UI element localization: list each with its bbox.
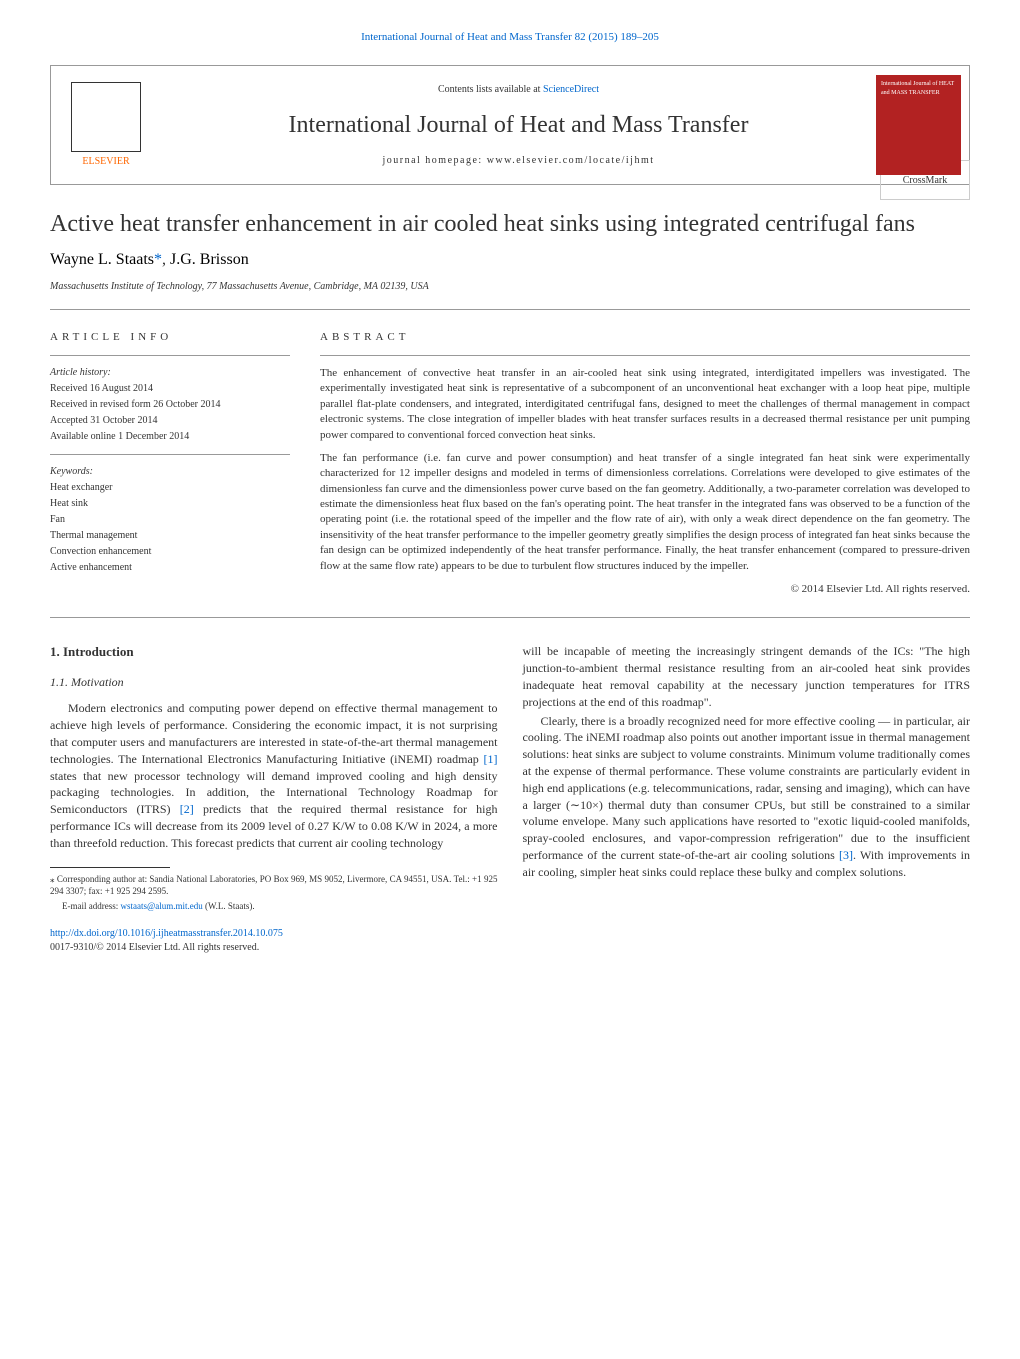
keyword: Heat exchanger (50, 481, 290, 495)
authors-line: Wayne L. Staats*, J.G. Brisson (50, 249, 970, 271)
section-1-1-heading: 1.1. Motivation (50, 674, 498, 691)
contents-prefix: Contents lists available at (438, 84, 543, 95)
reference-link-1[interactable]: [1] (484, 752, 498, 766)
email-suffix: (W.L. Staats). (203, 901, 255, 911)
journal-cover-thumbnail[interactable]: International Journal of HEAT and MASS T… (876, 75, 961, 175)
journal-title: International Journal of Heat and Mass T… (161, 109, 876, 143)
author-1[interactable]: Wayne L. Staats (50, 251, 154, 268)
article-info-column: ARTICLE INFO Article history: Received 1… (50, 330, 290, 598)
article-title: Active heat transfer enhancement in air … (50, 210, 970, 239)
abstract-column: ABSTRACT The enhancement of convective h… (320, 330, 970, 598)
journal-homepage: journal homepage: www.elsevier.com/locat… (161, 154, 876, 168)
revised-date: Received in revised form 26 October 2014 (50, 398, 290, 412)
body-text: Modern electronics and computing power d… (50, 701, 498, 765)
affiliation: Massachusetts Institute of Technology, 7… (50, 280, 970, 310)
keyword: Fan (50, 513, 290, 527)
abstract-copyright: © 2014 Elsevier Ltd. All rights reserved… (320, 582, 970, 597)
body-paragraph: Modern electronics and computing power d… (50, 700, 498, 851)
corresponding-author-footnote: ⁎ Corresponding author at: Sandia Nation… (50, 873, 498, 898)
elsevier-tree-icon (71, 82, 141, 152)
author-2[interactable]: J.G. Brisson (170, 251, 249, 268)
journal-header: ELSEVIER Contents lists available at Sci… (50, 65, 970, 185)
right-column: will be incapable of meeting the increas… (523, 643, 971, 955)
keyword: Active enhancement (50, 561, 290, 575)
issn-copyright: 0017-9310/© 2014 Elsevier Ltd. All right… (50, 941, 498, 955)
abstract-heading: ABSTRACT (320, 330, 970, 345)
info-abstract-row: ARTICLE INFO Article history: Received 1… (50, 330, 970, 619)
doi-block: http://dx.doi.org/10.1016/j.ijheatmasstr… (50, 927, 498, 955)
homepage-prefix: journal homepage: (382, 155, 486, 166)
reference-link-3[interactable]: [3] (839, 848, 853, 862)
keywords-label: Keywords: (50, 465, 290, 479)
keyword: Thermal management (50, 529, 290, 543)
contents-list-line: Contents lists available at ScienceDirec… (161, 83, 876, 97)
accepted-date: Accepted 31 October 2014 (50, 414, 290, 428)
body-paragraph: will be incapable of meeting the increas… (523, 643, 971, 710)
doi-link[interactable]: http://dx.doi.org/10.1016/j.ijheatmasstr… (50, 927, 498, 941)
author-separator: , (162, 251, 170, 268)
email-label: E-mail address: (62, 901, 120, 911)
crossmark-label: CrossMark (903, 175, 947, 186)
abstract-paragraph-1: The enhancement of convective heat trans… (320, 366, 970, 443)
section-1-heading: 1. Introduction (50, 643, 498, 661)
sciencedirect-link[interactable]: ScienceDirect (543, 84, 599, 95)
journal-reference[interactable]: International Journal of Heat and Mass T… (50, 30, 970, 45)
available-date: Available online 1 December 2014 (50, 430, 290, 444)
abstract-paragraph-2: The fan performance (i.e. fan curve and … (320, 451, 970, 574)
article-info-heading: ARTICLE INFO (50, 330, 290, 345)
article-history-label: Article history: (50, 366, 290, 380)
reference-link-2[interactable]: [2] (180, 802, 194, 816)
body-text: Clearly, there is a broadly recognized n… (523, 714, 971, 862)
keyword: Heat sink (50, 497, 290, 511)
corresponding-asterisk[interactable]: * (154, 251, 162, 268)
homepage-url[interactable]: www.elsevier.com/locate/ijhmt (487, 155, 655, 166)
keyword: Convection enhancement (50, 545, 290, 559)
footnote-separator (50, 867, 170, 868)
header-center: Contents lists available at ScienceDirec… (161, 83, 876, 169)
left-column: 1. Introduction 1.1. Motivation Modern e… (50, 643, 498, 955)
email-footnote: E-mail address: wstaats@alum.mit.edu (W.… (50, 900, 498, 913)
body-two-column: 1. Introduction 1.1. Motivation Modern e… (50, 643, 970, 955)
body-paragraph: Clearly, there is a broadly recognized n… (523, 713, 971, 881)
elsevier-logo[interactable]: ELSEVIER (51, 77, 161, 174)
received-date: Received 16 August 2014 (50, 382, 290, 396)
elsevier-label: ELSEVIER (82, 156, 129, 167)
email-link[interactable]: wstaats@alum.mit.edu (120, 901, 202, 911)
